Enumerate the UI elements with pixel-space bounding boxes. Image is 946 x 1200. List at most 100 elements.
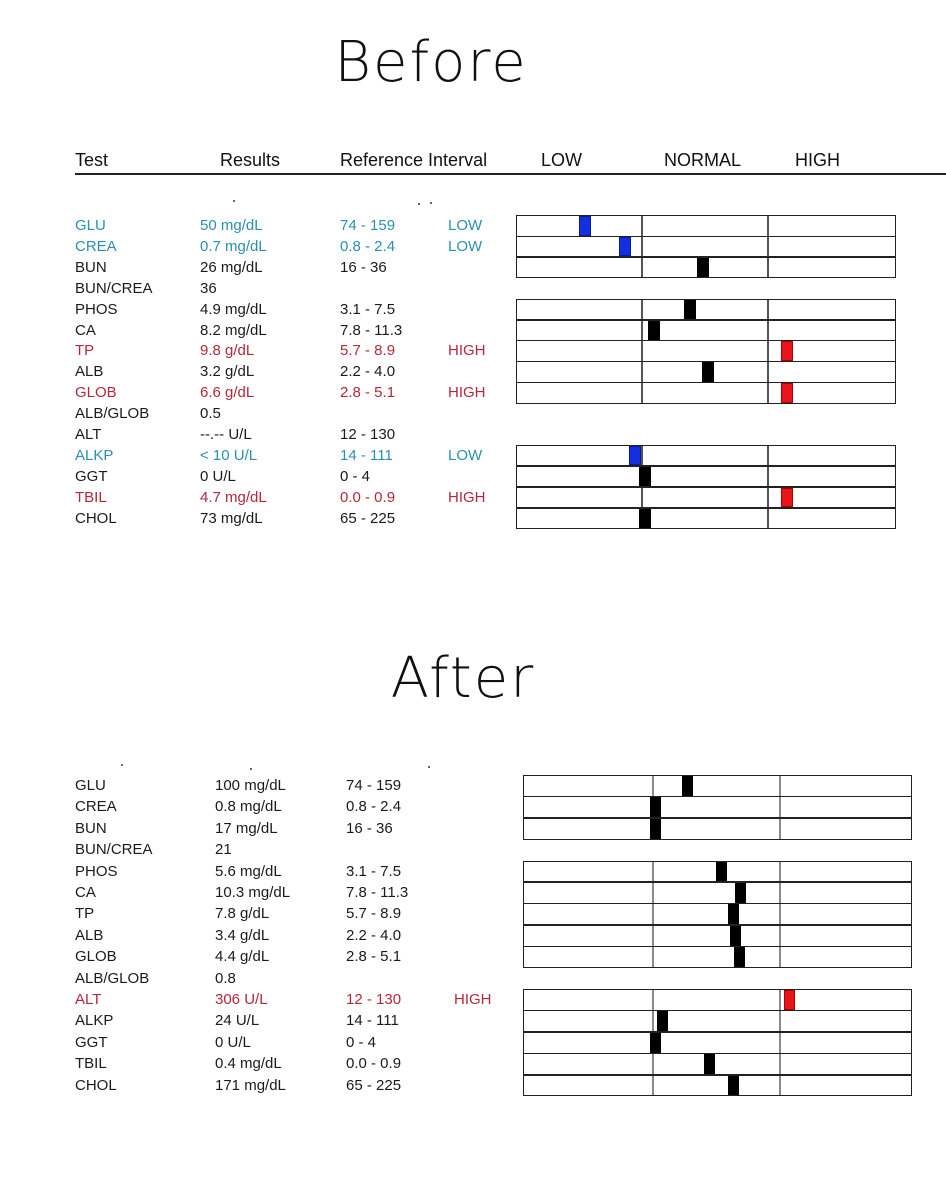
scan-speck [233, 200, 235, 202]
header-normal: NORMAL [664, 150, 742, 170]
range-divider [641, 236, 643, 257]
reference-interval: 2.2 - 4.0 [346, 926, 402, 944]
result-value: 6.6 g/dL [200, 384, 255, 402]
test-name: BUN/CREA [75, 841, 153, 859]
range-divider [779, 1011, 781, 1032]
flag-label: HIGH [448, 342, 486, 360]
after-heading: After [390, 646, 536, 711]
test-name: PHOS [75, 862, 118, 880]
range-bar [523, 1074, 912, 1097]
range-divider [779, 1054, 781, 1074]
result-value: 26 mg/dL [200, 258, 263, 276]
test-name: GLU [75, 217, 106, 234]
range-divider [641, 216, 643, 236]
range-divider [779, 818, 781, 839]
result-value: 0.5 [200, 405, 221, 423]
header-test: Test [75, 150, 109, 170]
result-value: 5.6 mg/dL [215, 862, 282, 880]
range-divider [652, 883, 654, 903]
result-marker-black [684, 299, 697, 320]
result-value: 4.9 mg/dL [200, 300, 267, 318]
result-marker-black [650, 1032, 662, 1053]
test-name: CREA [75, 237, 117, 255]
scan-speck [430, 202, 432, 204]
range-divider [767, 445, 769, 466]
test-name: GGT [75, 467, 108, 485]
result-marker-red [780, 341, 793, 361]
range-divider [641, 341, 643, 361]
result-marker-black [638, 466, 651, 487]
range-divider [767, 341, 769, 361]
range-divider [767, 383, 769, 403]
test-name: BUN/CREA [75, 279, 153, 297]
range-divider [652, 861, 654, 882]
test-name: BUN [75, 258, 107, 276]
result-marker-black [703, 1054, 715, 1074]
result-marker-black [638, 508, 651, 529]
range-divider [641, 299, 643, 320]
range-divider [641, 320, 643, 340]
result-value: 24 U/L [215, 1012, 260, 1030]
reference-interval: 3.1 - 7.5 [346, 862, 402, 880]
flag-label: LOW [448, 217, 483, 234]
result-value: 0.8 [215, 969, 236, 987]
range-bar [523, 924, 912, 947]
range-divider [652, 925, 654, 946]
test-name: ALT [75, 991, 102, 1008]
test-name: ALT [75, 426, 102, 443]
test-name: ALB [75, 926, 104, 944]
test-name: CHOL [75, 1076, 117, 1094]
reference-interval: 7.8 - 11.3 [346, 884, 409, 901]
result-value: 3.4 g/dL [215, 926, 270, 944]
range-bar [516, 465, 896, 488]
result-marker-red [780, 383, 793, 403]
range-divider [652, 1075, 654, 1096]
flag-label: HIGH [448, 488, 486, 506]
range-divider [779, 925, 781, 946]
result-value: 17 mg/dL [215, 819, 278, 837]
range-divider [779, 947, 781, 967]
result-value: 10.3 mg/dL [215, 884, 291, 901]
reference-interval: 12 - 130 [346, 991, 402, 1008]
range-bar [516, 319, 896, 341]
range-divider [779, 797, 781, 818]
result-marker-black [735, 883, 747, 903]
test-name: CA [75, 884, 96, 901]
reference-interval: 12 - 130 [340, 426, 396, 443]
range-divider [652, 1054, 654, 1074]
range-divider [652, 990, 654, 1010]
flag-label: LOW [448, 237, 483, 255]
range-bar [523, 903, 912, 926]
result-value: 50 mg/dL [200, 217, 263, 234]
result-value: < 10 U/L [200, 446, 258, 464]
result-marker-black [682, 776, 694, 796]
result-marker-blue [579, 216, 592, 236]
reference-interval: 14 - 111 [346, 1012, 399, 1030]
result-value: 21 [215, 841, 232, 859]
range-divider [767, 487, 769, 508]
result-marker-blue [618, 236, 631, 257]
reference-interval: 65 - 225 [346, 1076, 402, 1094]
result-marker-black [696, 257, 709, 278]
reference-interval: 2.8 - 5.1 [346, 948, 402, 966]
header-low: LOW [541, 150, 583, 170]
result-marker-black [734, 947, 746, 967]
range-bar [516, 340, 896, 362]
result-value: 100 mg/dL [215, 777, 286, 794]
reference-interval: 16 - 36 [346, 819, 393, 837]
result-value: 4.7 mg/dL [200, 488, 267, 506]
range-divider [652, 1011, 654, 1032]
range-divider [641, 362, 643, 382]
range-bar [523, 1031, 912, 1054]
test-name: GGT [75, 1033, 108, 1051]
result-marker-red [784, 990, 796, 1010]
result-value: 4.4 g/dL [215, 948, 270, 966]
reference-interval: 2.2 - 4.0 [340, 363, 396, 381]
result-value: 171 mg/dL [215, 1076, 286, 1094]
reference-interval: 0.8 - 2.4 [346, 798, 402, 816]
range-divider [767, 299, 769, 320]
result-value: 0.4 mg/dL [215, 1055, 282, 1073]
range-divider [779, 990, 781, 1010]
scan-speck [121, 764, 123, 766]
result-marker-black [650, 797, 662, 818]
